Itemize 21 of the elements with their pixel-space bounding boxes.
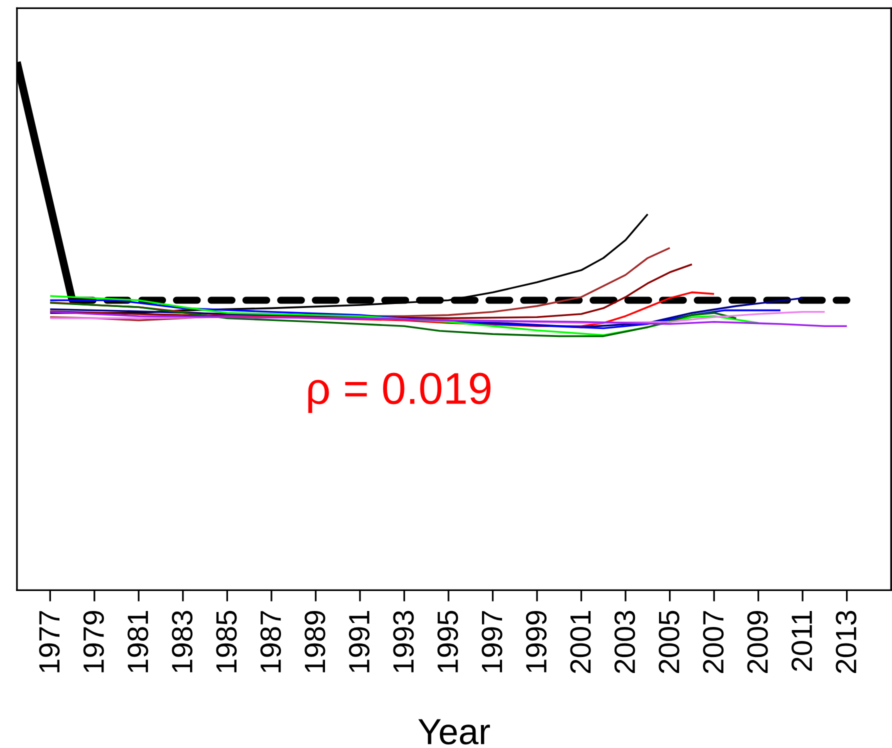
x-tick-label: 2005 [658,610,680,674]
x-tick-label: 2013 [836,610,856,674]
x-tick-label: 1983 [172,610,193,672]
annotation: ρ = 0.019 [308,372,490,414]
x-tick-label: 2007 [702,611,724,674]
x-axis-title: Year [418,719,490,744]
x-tick-label: 1985 [216,610,237,672]
x-tick-label: 1993 [393,610,414,672]
x-tick-label: 2001 [570,611,591,674]
x-tick-label: 1987 [260,611,282,672]
x-tick-label: 2003 [614,610,636,674]
x-tick-label: 1995 [437,610,458,672]
x-tick-label: 1979 [83,610,104,672]
x-tick-label: 1999 [526,610,547,672]
x-tick-label: 2011 [792,611,812,671]
x-tick-label: 2009 [747,610,768,674]
x-tick-label: 1991 [348,611,370,672]
x-tick-label: 1997 [482,611,502,672]
x-tick-label: 1989 [304,610,326,672]
x-tick-label: 1981 [128,611,148,672]
x-tick-label: 1977 [39,611,60,672]
